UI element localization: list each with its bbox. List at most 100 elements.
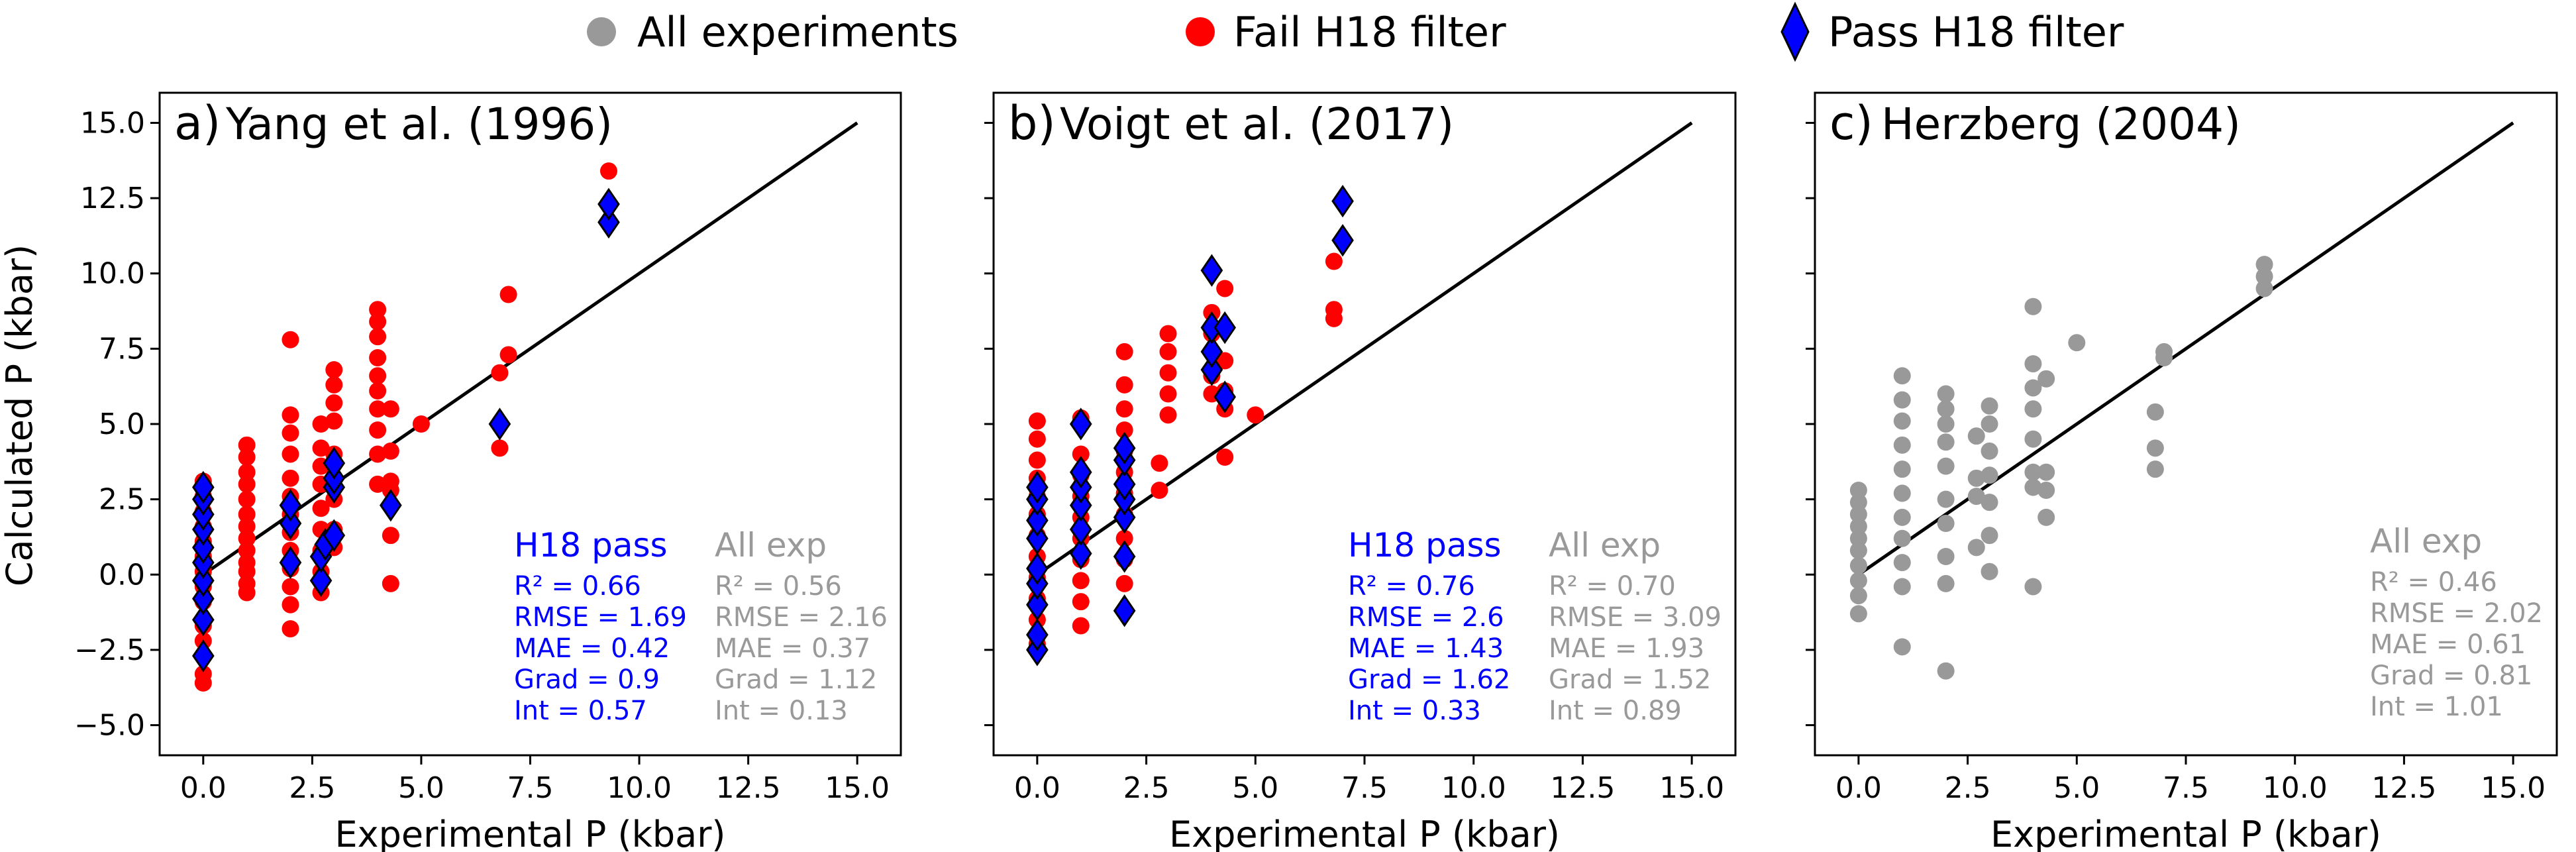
data-point-fail bbox=[1216, 280, 1234, 297]
data-point-pass bbox=[1331, 184, 1354, 218]
panel-title: Yang et al. (1996) bbox=[225, 99, 613, 150]
data-point-fail bbox=[1072, 617, 1090, 635]
x-tick-label: 5.0 bbox=[2053, 771, 2100, 805]
panel-label: c) bbox=[1829, 96, 1873, 150]
data-point-all bbox=[1981, 527, 1998, 545]
data-point-fail bbox=[312, 415, 330, 433]
data-point-fail bbox=[282, 620, 299, 638]
x-axis-label: Experimental P (kbar) bbox=[1990, 814, 2381, 852]
stats-pass-line: RMSE = 2.6 bbox=[1348, 602, 1504, 633]
data-point-all bbox=[1937, 515, 1955, 532]
stats-pass-line: RMSE = 1.69 bbox=[514, 602, 687, 633]
y-axis-label: Calculated P (kbar) bbox=[0, 244, 40, 586]
data-point-all bbox=[2146, 439, 2164, 457]
x-axis-label: Experimental P (kbar) bbox=[335, 814, 726, 852]
data-point-all bbox=[1849, 587, 1867, 605]
stats-all-heading: All exp bbox=[715, 526, 827, 564]
data-point-fail bbox=[1325, 252, 1343, 270]
stats-all-line: Int = 0.13 bbox=[715, 696, 848, 726]
data-point-all bbox=[1937, 415, 1955, 433]
stats-pass-heading: H18 pass bbox=[514, 526, 668, 564]
x-axis-label: Experimental P (kbar) bbox=[1169, 814, 1560, 852]
data-point-fail bbox=[369, 421, 387, 439]
data-point-fail bbox=[499, 346, 517, 364]
data-point-fail bbox=[369, 445, 387, 463]
data-point-fail bbox=[312, 500, 330, 517]
data-point-fail bbox=[282, 596, 299, 613]
data-point-fail bbox=[369, 328, 387, 346]
data-point-all bbox=[1937, 457, 1955, 475]
data-point-all bbox=[1937, 662, 1955, 680]
data-point-all bbox=[2024, 355, 2042, 373]
legend: All experiments Fail H18 filter Pass H18… bbox=[587, 1, 2124, 62]
data-point-fail bbox=[369, 349, 387, 366]
data-point-pass bbox=[192, 531, 215, 564]
data-point-all bbox=[2037, 370, 2055, 388]
data-point-fail bbox=[282, 578, 299, 596]
x-tick-label: 7.5 bbox=[507, 771, 554, 805]
data-point-fail bbox=[599, 162, 617, 180]
data-point-fail bbox=[369, 382, 387, 399]
stats-all-line: R² = 0.46 bbox=[2370, 567, 2497, 598]
data-point-fail bbox=[382, 442, 399, 460]
data-point-all bbox=[1981, 466, 1998, 484]
stats-all-line: MAE = 0.37 bbox=[715, 633, 870, 664]
data-point-fail bbox=[238, 436, 256, 454]
y-tick-label: −2.5 bbox=[74, 633, 145, 667]
data-point-fail bbox=[282, 424, 299, 442]
panel-yang-1996: 0.0 2.5 5.0 7.5 10.0 12.5 15.0 −5.0 −2.5 0.0 2.5 5.… bbox=[74, 91, 902, 852]
x-tick-label: 10.0 bbox=[607, 771, 672, 805]
data-point-fail bbox=[1115, 529, 1133, 547]
x-tick-label: 15.0 bbox=[2481, 771, 2546, 805]
data-point-all bbox=[1893, 412, 1911, 430]
data-point-all bbox=[1937, 400, 1955, 418]
data-point-pass bbox=[1200, 353, 1223, 386]
x-tick-label: 0.0 bbox=[180, 771, 227, 805]
x-tick-label: 0.0 bbox=[1014, 771, 1060, 805]
data-point-fail bbox=[325, 412, 343, 430]
data-point-fail bbox=[312, 439, 330, 457]
data-point-all bbox=[1937, 490, 1955, 508]
legend-label-fail: Fail H18 filter bbox=[1233, 8, 1506, 56]
data-point-all bbox=[1893, 578, 1911, 596]
data-point-fail bbox=[499, 286, 517, 303]
stats-all-heading: All exp bbox=[2370, 522, 2482, 560]
data-point-fail bbox=[282, 469, 299, 487]
stats-all-line: MAE = 0.61 bbox=[2370, 629, 2526, 660]
data-point-all bbox=[2155, 343, 2173, 360]
stats-all-line: RMSE = 2.02 bbox=[2370, 598, 2543, 629]
data-point-pass bbox=[1026, 618, 1049, 651]
data-point-all bbox=[1937, 385, 1955, 403]
data-point-fail bbox=[325, 361, 343, 379]
x-tick-label: 15.0 bbox=[1659, 771, 1724, 805]
data-point-pass bbox=[279, 507, 302, 540]
data-point-fail bbox=[382, 472, 399, 490]
data-point-fail bbox=[1325, 301, 1343, 319]
y-tick-label: 2.5 bbox=[99, 483, 145, 517]
data-point-all bbox=[2024, 297, 2042, 315]
data-point-fail bbox=[238, 574, 256, 592]
data-point-fail bbox=[1151, 482, 1168, 499]
data-point-fail bbox=[238, 506, 256, 523]
stats-pass-line: Grad = 0.9 bbox=[514, 665, 660, 695]
data-point-fail bbox=[1159, 406, 1177, 424]
data-point-pass bbox=[1026, 504, 1049, 537]
stats-pass-line: Int = 0.33 bbox=[1348, 696, 1481, 726]
data-point-pass bbox=[1213, 380, 1236, 413]
data-point-pass bbox=[1113, 501, 1136, 534]
data-point-fail bbox=[1028, 430, 1046, 448]
data-point-all bbox=[1893, 529, 1911, 547]
data-point-pass bbox=[279, 546, 302, 579]
data-point-all bbox=[1849, 506, 1867, 523]
data-point-fail bbox=[1072, 572, 1090, 590]
data-point-pass bbox=[597, 205, 620, 239]
data-point-fail bbox=[382, 400, 399, 418]
data-point-pass bbox=[1026, 470, 1049, 504]
data-point-all bbox=[2024, 400, 2042, 418]
legend-marker-pass bbox=[1780, 1, 1810, 62]
legend-marker-all bbox=[587, 17, 616, 46]
data-point-fail bbox=[238, 490, 256, 508]
one-to-one-line bbox=[1036, 121, 1693, 576]
x-tick-label: 10.0 bbox=[1441, 771, 1506, 805]
data-point-pass bbox=[1113, 594, 1136, 627]
